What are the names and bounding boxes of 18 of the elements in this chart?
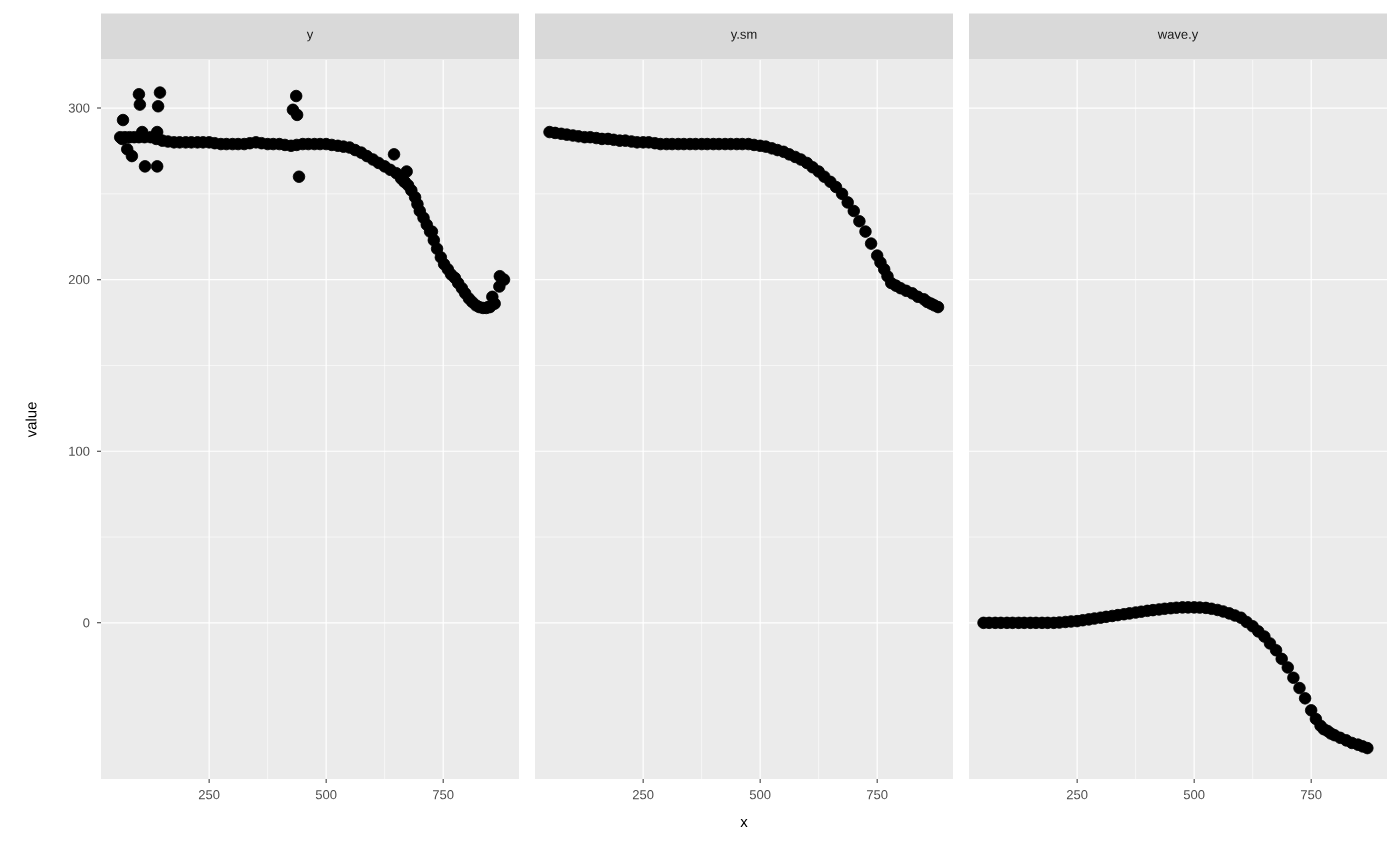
- chart-title: y.sm: [730, 31, 757, 42]
- x-tick-label: 250: [632, 790, 654, 800]
- x-axis-title: x: [740, 818, 748, 827]
- y-tick-label: 100: [69, 446, 90, 456]
- x-tick-label: 750: [1300, 790, 1322, 800]
- y-tick-label: 300: [68, 103, 90, 113]
- x-tick-label: 500: [749, 790, 771, 800]
- chart-title: y: [306, 31, 314, 42]
- y-tick-label: 0: [83, 618, 90, 628]
- x-tick-label: 500: [1183, 790, 1205, 800]
- chart-title: wave.y: [1157, 31, 1199, 42]
- x-tick-label: 500: [315, 790, 337, 800]
- x-tick-label: 750: [432, 790, 454, 800]
- y-axis-title: value: [25, 402, 37, 438]
- x-tick-label: 750: [866, 790, 888, 800]
- y-tick-label: 200: [68, 275, 90, 285]
- x-tick-label: 250: [198, 790, 220, 800]
- x-tick-label: 250: [1066, 790, 1088, 800]
